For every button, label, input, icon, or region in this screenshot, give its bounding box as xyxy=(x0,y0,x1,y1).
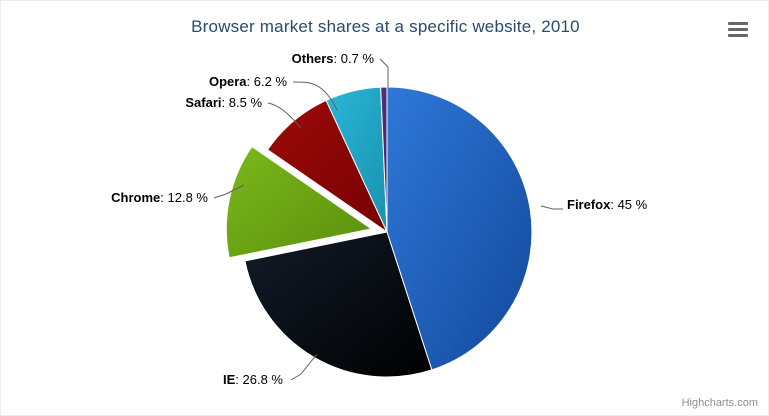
pie-slice-firefox[interactable] xyxy=(386,86,533,371)
data-label-value: : 8.5 % xyxy=(222,95,263,110)
data-label-name: Opera xyxy=(209,74,247,89)
data-label-name: Safari xyxy=(185,95,221,110)
connector-others xyxy=(379,58,389,89)
hamburger-bar-2 xyxy=(728,28,748,31)
data-label-value: : 26.8 % xyxy=(235,372,283,387)
highcharts-credits-link[interactable]: Highcharts.com xyxy=(681,397,758,409)
data-label-name: Chrome xyxy=(111,190,160,205)
data-label-opera: Opera: 6.2 % xyxy=(209,74,287,89)
pie-slice-chrome[interactable] xyxy=(225,145,373,259)
connector-ie xyxy=(290,353,318,381)
pie-slices xyxy=(225,86,533,378)
data-label-others: Others: 0.7 % xyxy=(292,51,375,66)
data-label-value: : 6.2 % xyxy=(247,74,288,89)
data-label-value: : 12.8 % xyxy=(160,190,208,205)
pie-connectors xyxy=(213,58,563,381)
pie-slice-others[interactable] xyxy=(380,86,388,233)
data-label-name: Firefox xyxy=(567,197,611,212)
data-label-safari: Safari: 8.5 % xyxy=(185,95,262,110)
connector-safari xyxy=(267,102,302,129)
hamburger-menu-icon[interactable] xyxy=(726,19,750,41)
hamburger-bar-1 xyxy=(728,22,748,25)
connector-firefox xyxy=(540,205,563,210)
connector-opera xyxy=(292,81,338,111)
data-label-chrome: Chrome: 12.8 % xyxy=(111,190,208,205)
chart-title: Browser market shares at a specific webs… xyxy=(191,17,580,36)
hamburger-bar-3 xyxy=(728,34,748,37)
data-label-name: IE xyxy=(223,372,236,387)
data-label-value: : 45 % xyxy=(610,197,647,212)
data-label-name: Others xyxy=(292,51,334,66)
data-label-ie: IE: 26.8 % xyxy=(223,372,283,387)
data-label-value: : 0.7 % xyxy=(334,51,375,66)
data-label-firefox: Firefox: 45 % xyxy=(567,197,648,212)
connector-chrome xyxy=(213,184,245,199)
pie-data-labels: Firefox: 45 % IE: 26.8 % Chrome: 12.8 % Saf… xyxy=(111,51,647,387)
